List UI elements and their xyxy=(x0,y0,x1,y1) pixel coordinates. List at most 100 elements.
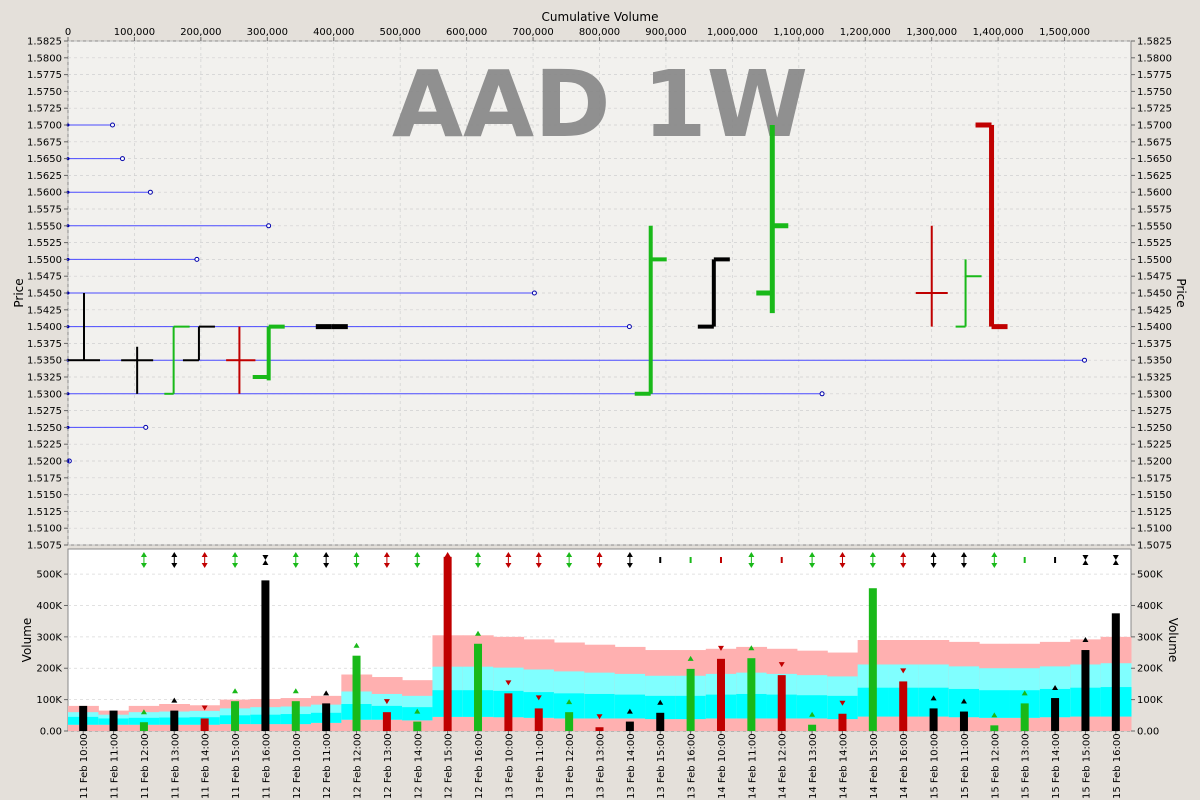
price-axis-label-left: Price xyxy=(12,278,26,307)
price-tick-label: 1.5650 xyxy=(1137,154,1172,165)
arrow-up xyxy=(869,552,876,557)
price-tick-label: 1.5750 xyxy=(1137,87,1172,98)
volume-bar xyxy=(534,708,543,731)
watermark-text: AAD 1W xyxy=(392,51,808,158)
arrow-up xyxy=(383,552,390,557)
volume-marker xyxy=(201,705,208,711)
time-tick-label: 15 Feb 13:00 xyxy=(1021,733,1032,799)
arrow-down xyxy=(323,563,330,568)
volume-marker xyxy=(566,699,573,705)
time-tick-label: 11 Feb 16:00 xyxy=(261,733,272,799)
volume-band-inner xyxy=(128,717,160,725)
volume-tick-label: 300K xyxy=(1137,632,1163,643)
volume-bar xyxy=(139,722,148,731)
price-y-ticks-left: 1.5075 1.5100 1.5125 1.5150 1.5175 1.5200 1.52… xyxy=(27,37,68,552)
volume-band-inner xyxy=(645,695,676,720)
price-tick-label: 1.5825 xyxy=(27,37,62,48)
volume-marker xyxy=(1052,685,1059,691)
arrow-up xyxy=(140,552,147,557)
volume-y-ticks-left: 0.00 100K 200K 300K 400K 500K xyxy=(36,570,68,738)
arrow-up xyxy=(414,552,421,557)
price-tick-label: 1.5175 xyxy=(1137,473,1172,484)
volume-tick-label: 200K xyxy=(36,664,62,675)
arrow-up xyxy=(839,552,846,557)
price-tick-label: 1.5600 xyxy=(1137,188,1172,199)
level-line-end-marker xyxy=(143,424,149,430)
arrow-up xyxy=(292,552,299,557)
time-tick-label: 12 Feb 16:00 xyxy=(474,733,485,799)
price-tick-label: 1.5125 xyxy=(1137,507,1172,518)
price-axis-label-right: Price xyxy=(1174,278,1188,307)
cumulative-volume-tick-label: 300,000 xyxy=(247,27,288,38)
time-tick-label: 14 Feb 16:00 xyxy=(899,733,910,799)
volume-tick-label: 100K xyxy=(36,695,62,706)
time-tick-label: 12 Feb 15:00 xyxy=(444,733,455,799)
volume-bar xyxy=(504,693,513,731)
time-tick-label: 12 Feb 10:00 xyxy=(292,733,303,799)
cumulative-volume-tick-label: 200,000 xyxy=(180,27,221,38)
arrow-up xyxy=(323,552,330,557)
volume-bar xyxy=(656,712,665,731)
volume-marker xyxy=(687,655,694,661)
cumulative-volume-tick-label: 400,000 xyxy=(313,27,354,38)
volume-tick-label: 500K xyxy=(1137,570,1163,581)
price-tick-label: 1.5700 xyxy=(27,121,62,132)
price-tick-label: 1.5800 xyxy=(1137,53,1172,64)
volume-bar xyxy=(261,580,270,731)
volume-bar xyxy=(382,712,391,731)
arrow-down xyxy=(444,563,451,568)
volume-tick-label: 400K xyxy=(36,601,62,612)
volume-bar xyxy=(1051,698,1060,731)
time-tick-label: 12 Feb 13:00 xyxy=(383,733,394,799)
volume-bar xyxy=(1111,613,1120,731)
arrow-down xyxy=(292,563,299,568)
time-tick-label: 11 Feb 14:00 xyxy=(201,733,212,799)
price-tick-label: 1.5550 xyxy=(27,221,62,232)
arrow-down xyxy=(960,563,967,568)
volume-tick-label: 0.00 xyxy=(1137,727,1159,738)
volume-bar xyxy=(959,711,968,731)
volume-bar xyxy=(838,713,847,731)
volume-marker xyxy=(839,700,846,706)
arrow-down xyxy=(475,563,482,568)
volume-bar xyxy=(413,721,422,731)
time-tick-label: 11 Feb 12:00 xyxy=(140,733,151,799)
volume-marker xyxy=(960,698,967,704)
volume-tick-label: 0.00 xyxy=(40,727,62,738)
arrow-up xyxy=(232,552,239,557)
price-panel: AAD 1W 1.50751.51001.51251.51501.51751.5… xyxy=(12,10,1188,552)
volume-bar xyxy=(322,703,331,731)
time-tick-label: 15 Feb 15:00 xyxy=(1081,733,1092,799)
price-tick-label: 1.5500 xyxy=(1137,255,1172,266)
arrow-down xyxy=(201,563,208,568)
price-tick-label: 1.5250 xyxy=(27,423,62,434)
level-line-end-marker xyxy=(819,391,825,397)
level-line-end-marker xyxy=(266,223,272,229)
volume-marker xyxy=(505,680,512,686)
price-tick-label: 1.5625 xyxy=(1137,171,1172,182)
price-tick-label: 1.5150 xyxy=(1137,490,1172,501)
volume-bar xyxy=(777,675,786,731)
volume-bar xyxy=(899,681,908,731)
level-line-end-marker xyxy=(110,122,116,128)
arrow-down xyxy=(626,563,633,568)
arrow-flat xyxy=(719,557,722,563)
arrow-down xyxy=(383,563,390,568)
volume-marker xyxy=(748,645,755,651)
arrow-up xyxy=(201,552,208,557)
volume-tick-label: 300K xyxy=(36,632,62,643)
arrow-down xyxy=(262,555,269,560)
arrow-up xyxy=(353,552,360,557)
volume-bar xyxy=(625,721,634,731)
price-tick-label: 1.5300 xyxy=(27,389,62,400)
cumulative-volume-tick-label: 600,000 xyxy=(446,27,487,38)
volume-marker xyxy=(717,645,724,651)
price-bars xyxy=(68,122,1008,396)
price-tick-label: 1.5825 xyxy=(1137,37,1172,48)
time-tick-label: 12 Feb 12:00 xyxy=(353,733,364,799)
price-tick-label: 1.5325 xyxy=(27,373,62,384)
cumulative-volume-tick-label: 1,200,000 xyxy=(840,27,891,38)
volume-axis-label-left: Volume xyxy=(20,618,34,663)
price-tick-label: 1.5400 xyxy=(27,322,62,333)
arrow-up xyxy=(171,552,178,557)
